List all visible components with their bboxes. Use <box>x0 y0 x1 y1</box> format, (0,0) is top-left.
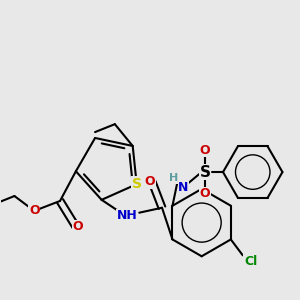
Text: Cl: Cl <box>244 255 257 268</box>
Text: S: S <box>132 177 142 191</box>
Text: O: O <box>29 204 40 218</box>
Text: H: H <box>169 173 178 183</box>
Text: O: O <box>200 188 211 200</box>
Text: N: N <box>178 182 189 194</box>
Text: S: S <box>200 165 211 180</box>
Text: NH: NH <box>117 209 138 222</box>
Text: O: O <box>145 176 155 188</box>
Text: O: O <box>73 220 83 233</box>
Text: O: O <box>200 144 211 157</box>
